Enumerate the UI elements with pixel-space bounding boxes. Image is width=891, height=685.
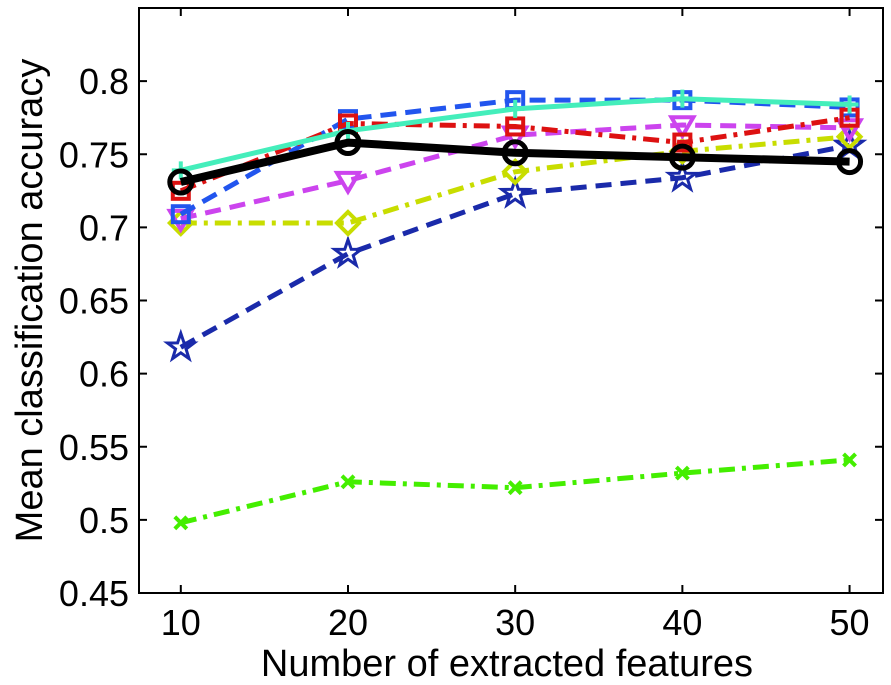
x-tick-label: 20 [328, 602, 368, 643]
data-point-diamond-marker [334, 209, 362, 237]
series-green-x [173, 452, 857, 531]
data-point-diamond-marker [835, 122, 864, 151]
data-point-square-marker [505, 116, 526, 137]
y-tick-label: 0.45 [59, 573, 129, 614]
data-point-plus-marker [673, 89, 692, 108]
data-point-square-marker [170, 204, 191, 225]
y-tick-label: 0.6 [79, 354, 129, 395]
x-tick-label: 10 [161, 602, 201, 643]
series-black-circle-line [179, 138, 850, 186]
y-tick-label: 0.8 [79, 61, 129, 102]
data-point-x-marker [340, 474, 356, 490]
data-point-circle-marker [334, 129, 362, 157]
data-point-star-marker [664, 158, 701, 193]
plot-content [163, 89, 868, 531]
y-tick-label: 0.7 [79, 207, 129, 248]
data-point-circle-marker [167, 168, 195, 196]
data-point-star-marker [163, 328, 199, 363]
data-point-diamond-marker [501, 157, 530, 186]
data-point-triangle-marker [333, 170, 363, 196]
y-tick-label: 0.65 [59, 281, 129, 322]
axis-ticks: 10 20 30 40 50 0.45 0.5 0.55 0.6 0.65 0.7 0.75 0.8 [59, 8, 883, 643]
data-point-circle-marker [836, 148, 864, 176]
series-yellow-diamond-line [180, 134, 850, 226]
data-point-x-marker [674, 465, 690, 481]
data-point-square-marker [672, 132, 693, 153]
data-point-x-marker [173, 515, 189, 531]
series-black-circle [167, 129, 864, 196]
y-tick-label: 0.75 [59, 134, 129, 175]
data-point-star-marker [497, 175, 533, 209]
data-point-circle-marker [668, 143, 696, 171]
x-axis-label: Number of extracted features [261, 643, 753, 685]
series-magenta-triangle-line [180, 122, 850, 222]
x-tick-label: 40 [662, 602, 702, 643]
data-point-star-marker [330, 235, 366, 269]
series-red-square-line [179, 115, 850, 194]
series-green-x-line [180, 457, 850, 526]
y-tick-label: 0.55 [59, 427, 129, 468]
x-tick-label: 30 [495, 602, 535, 643]
data-point-x-marker [842, 452, 857, 468]
y-axis-label: Mean classification accuracy [9, 59, 51, 543]
data-point-x-marker [507, 480, 523, 496]
data-point-plus-marker [506, 99, 525, 118]
series-navy-star-line [179, 143, 851, 350]
data-point-plus-marker [840, 95, 859, 114]
data-point-triangle-marker [667, 115, 697, 140]
data-point-circle-marker [501, 139, 529, 167]
x-tick-label: 50 [830, 602, 870, 643]
y-tick-label: 0.5 [79, 500, 129, 541]
